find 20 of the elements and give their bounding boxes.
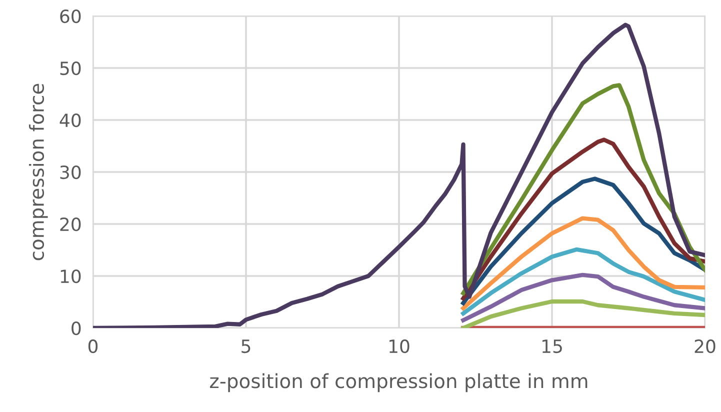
x-tick-label: 10 bbox=[389, 339, 410, 354]
line-series bbox=[461, 247, 705, 316]
y-tick-label: 20 bbox=[60, 217, 81, 232]
y-tick-label: 50 bbox=[60, 61, 81, 76]
line-series bbox=[461, 272, 705, 322]
y-axis-title: compression force bbox=[28, 84, 48, 260]
x-tick-label: 5 bbox=[242, 340, 250, 354]
x-tick-label: 15 bbox=[542, 340, 562, 354]
x-axis-title: z-position of compression platte in mm bbox=[210, 373, 588, 392]
line-series bbox=[461, 216, 705, 310]
line-series bbox=[461, 299, 705, 328]
line-series bbox=[461, 138, 705, 300]
y-tick-label: 40 bbox=[60, 113, 81, 128]
y-tick-label: 0 bbox=[72, 321, 81, 336]
y-tick-label: 30 bbox=[60, 165, 81, 180]
x-tick-label: 20 bbox=[694, 339, 716, 354]
line-series bbox=[461, 176, 705, 306]
y-tick-label: 60 bbox=[60, 9, 81, 24]
y-tick-label: 10 bbox=[60, 269, 81, 284]
x-tick-label: 0 bbox=[88, 339, 98, 354]
